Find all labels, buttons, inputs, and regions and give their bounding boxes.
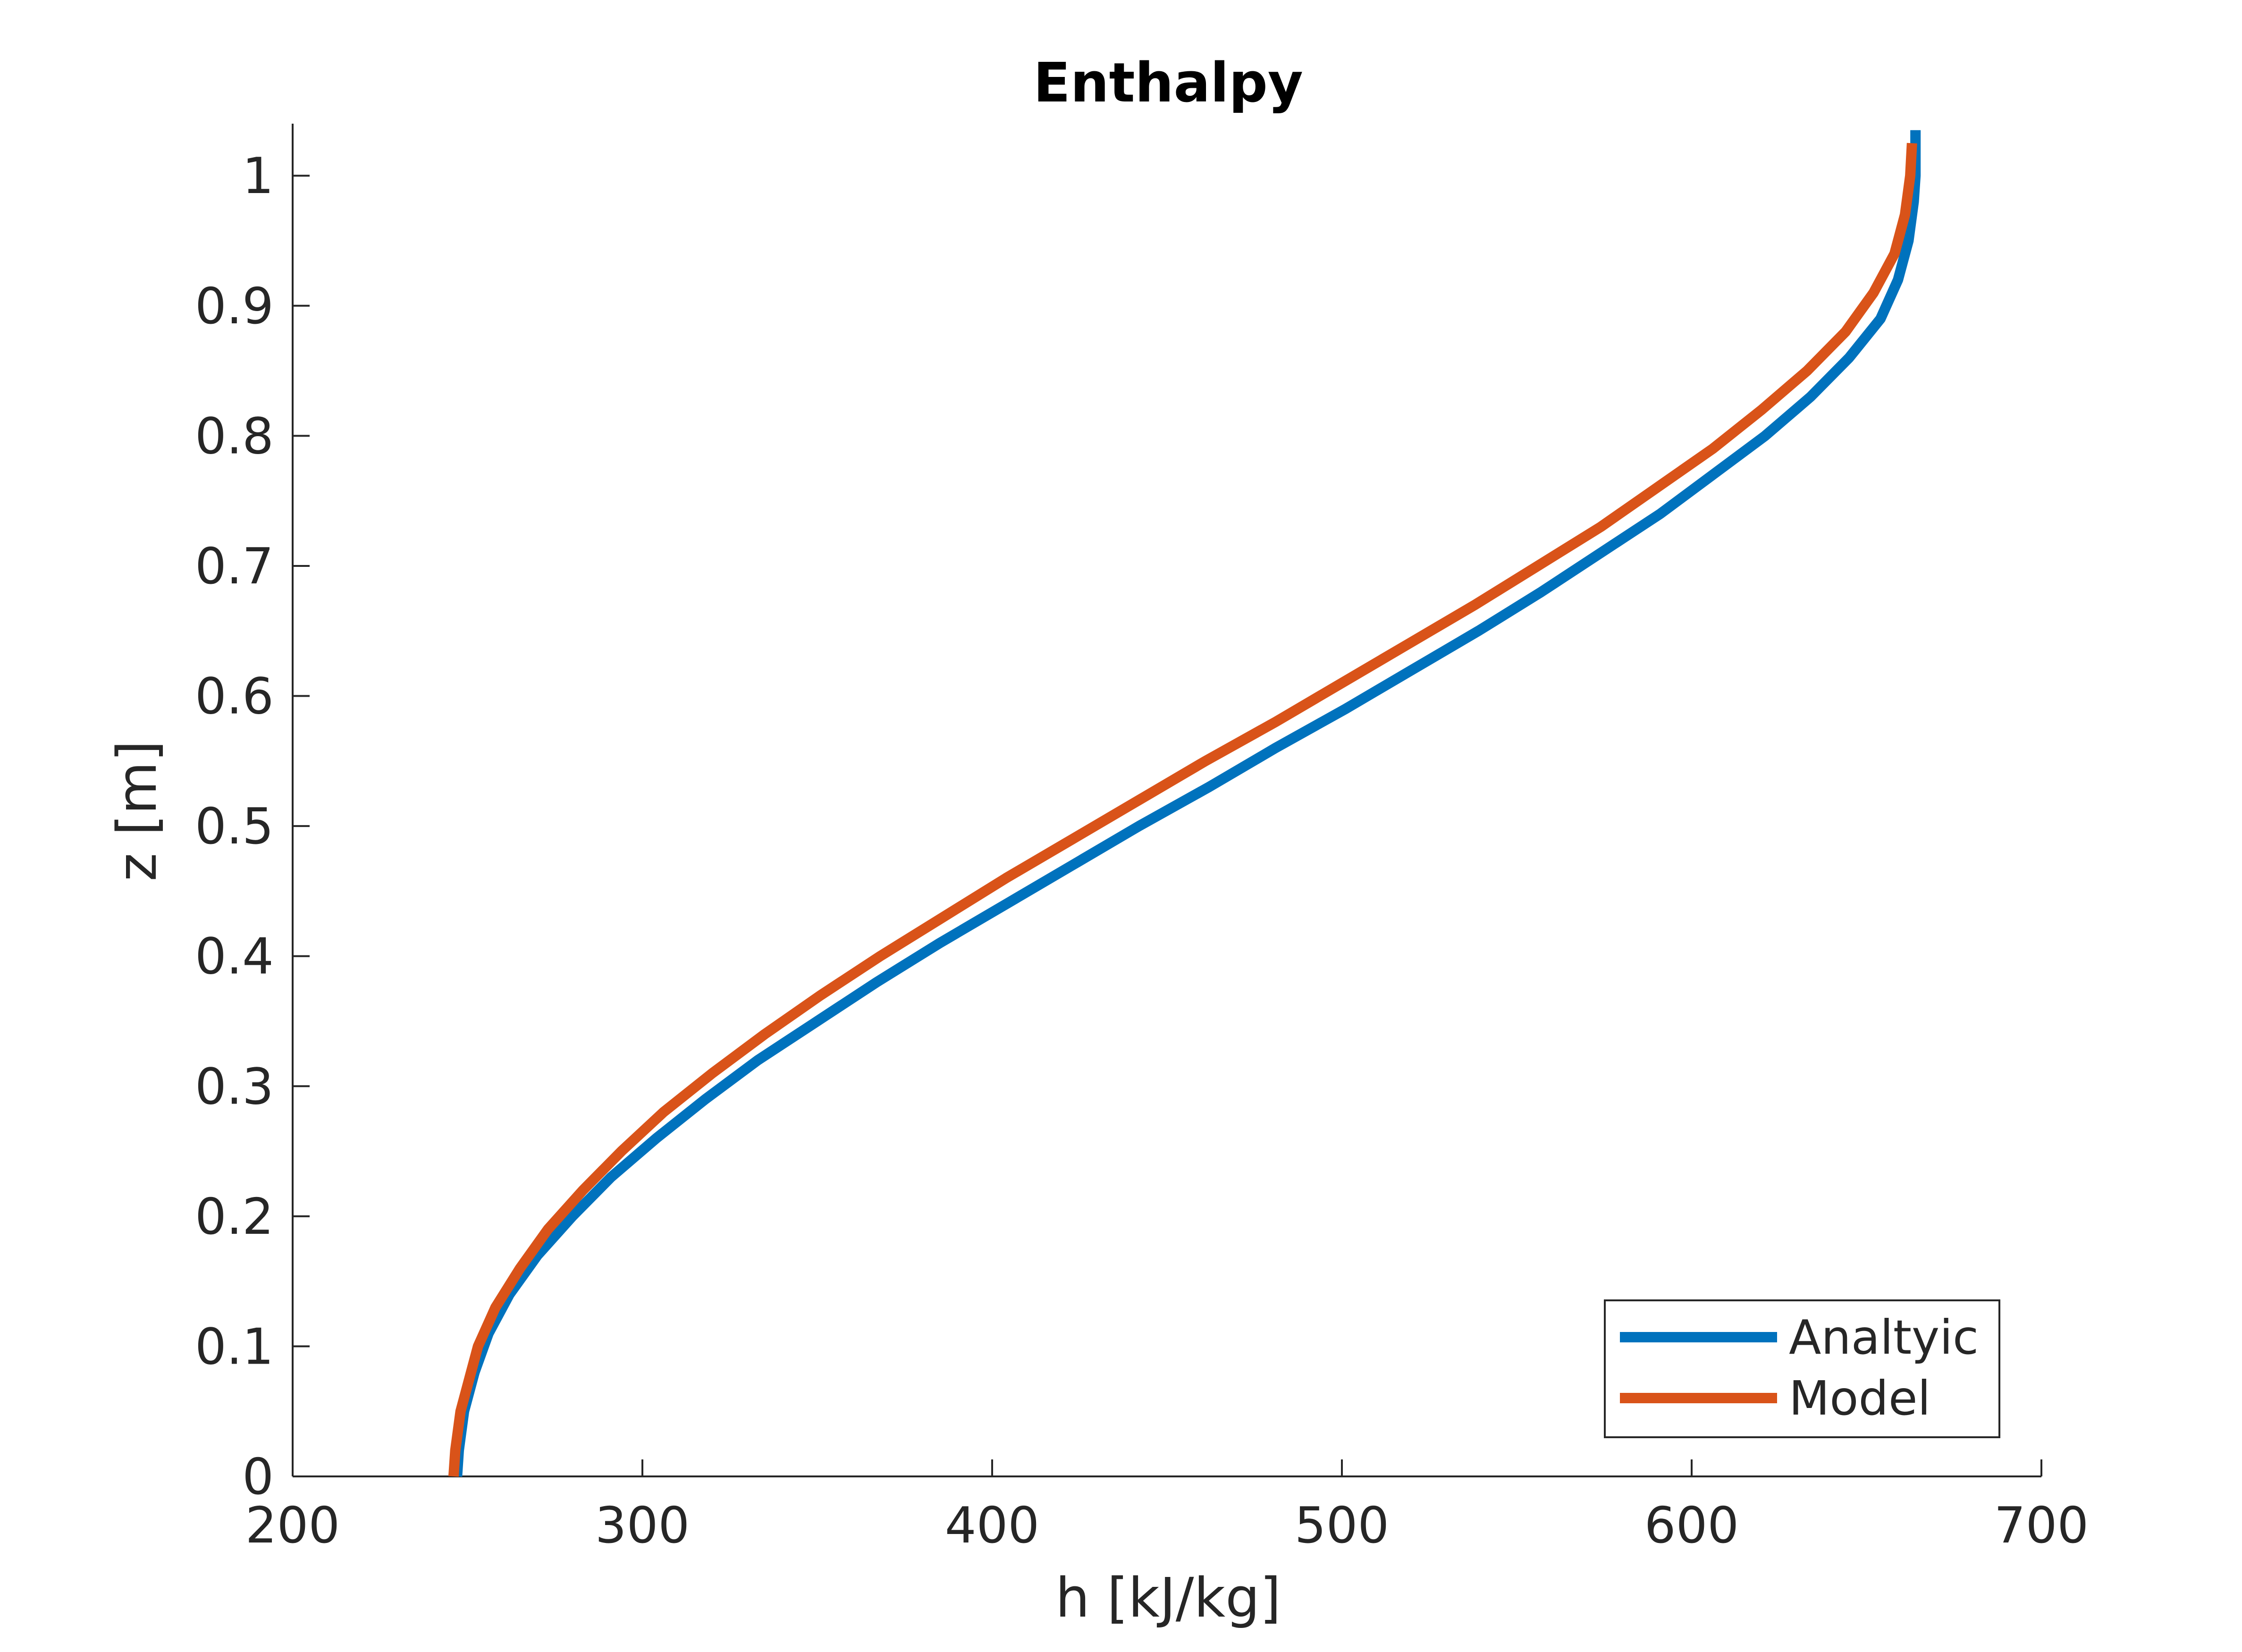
legend-label-analytic: Analtyic xyxy=(1789,1310,1979,1365)
legend-label-model: Model xyxy=(1789,1371,1930,1426)
x-axis-label: h [kJ/kg] xyxy=(1055,1567,1281,1630)
y-tick-label: 1 xyxy=(242,147,274,205)
y-tick-label: 0 xyxy=(242,1448,274,1506)
y-axis-ticks: 0 0.1 0.2 0.3 0.4 0.5 0.6 0.7 0.8 0.9 1 xyxy=(195,147,310,1506)
y-axis-label: z [m] xyxy=(106,741,169,882)
y-tick-label: 0.5 xyxy=(195,798,274,855)
y-tick-label: 0.6 xyxy=(195,668,274,725)
y-tick-label: 0.9 xyxy=(195,278,274,335)
x-tick-label: 500 xyxy=(1295,1497,1389,1554)
y-tick-label: 0.1 xyxy=(195,1318,274,1375)
x-tick-label: 200 xyxy=(245,1497,340,1554)
y-tick-label: 0.7 xyxy=(195,538,274,595)
x-tick-label: 700 xyxy=(1994,1497,2089,1554)
series-line-analytic xyxy=(452,130,1921,1477)
x-axis-ticks: 200 300 400 500 600 700 xyxy=(245,1459,2089,1554)
chart-title: Enthalpy xyxy=(1033,51,1303,115)
legend: Analtyic Model xyxy=(1604,1299,2000,1438)
axes xyxy=(292,124,2041,1477)
x-tick-label: 400 xyxy=(945,1497,1039,1554)
y-tick-label: 0.2 xyxy=(195,1188,274,1246)
x-tick-label: 300 xyxy=(595,1497,690,1554)
y-tick-label: 0.3 xyxy=(195,1058,274,1115)
y-tick-label: 0.4 xyxy=(195,928,274,986)
x-tick-label: 600 xyxy=(1644,1497,1739,1554)
y-tick-label: 0.8 xyxy=(195,407,274,465)
series-line-model xyxy=(448,143,1917,1477)
legend-box xyxy=(1604,1299,2000,1438)
plot-series xyxy=(448,130,1921,1477)
